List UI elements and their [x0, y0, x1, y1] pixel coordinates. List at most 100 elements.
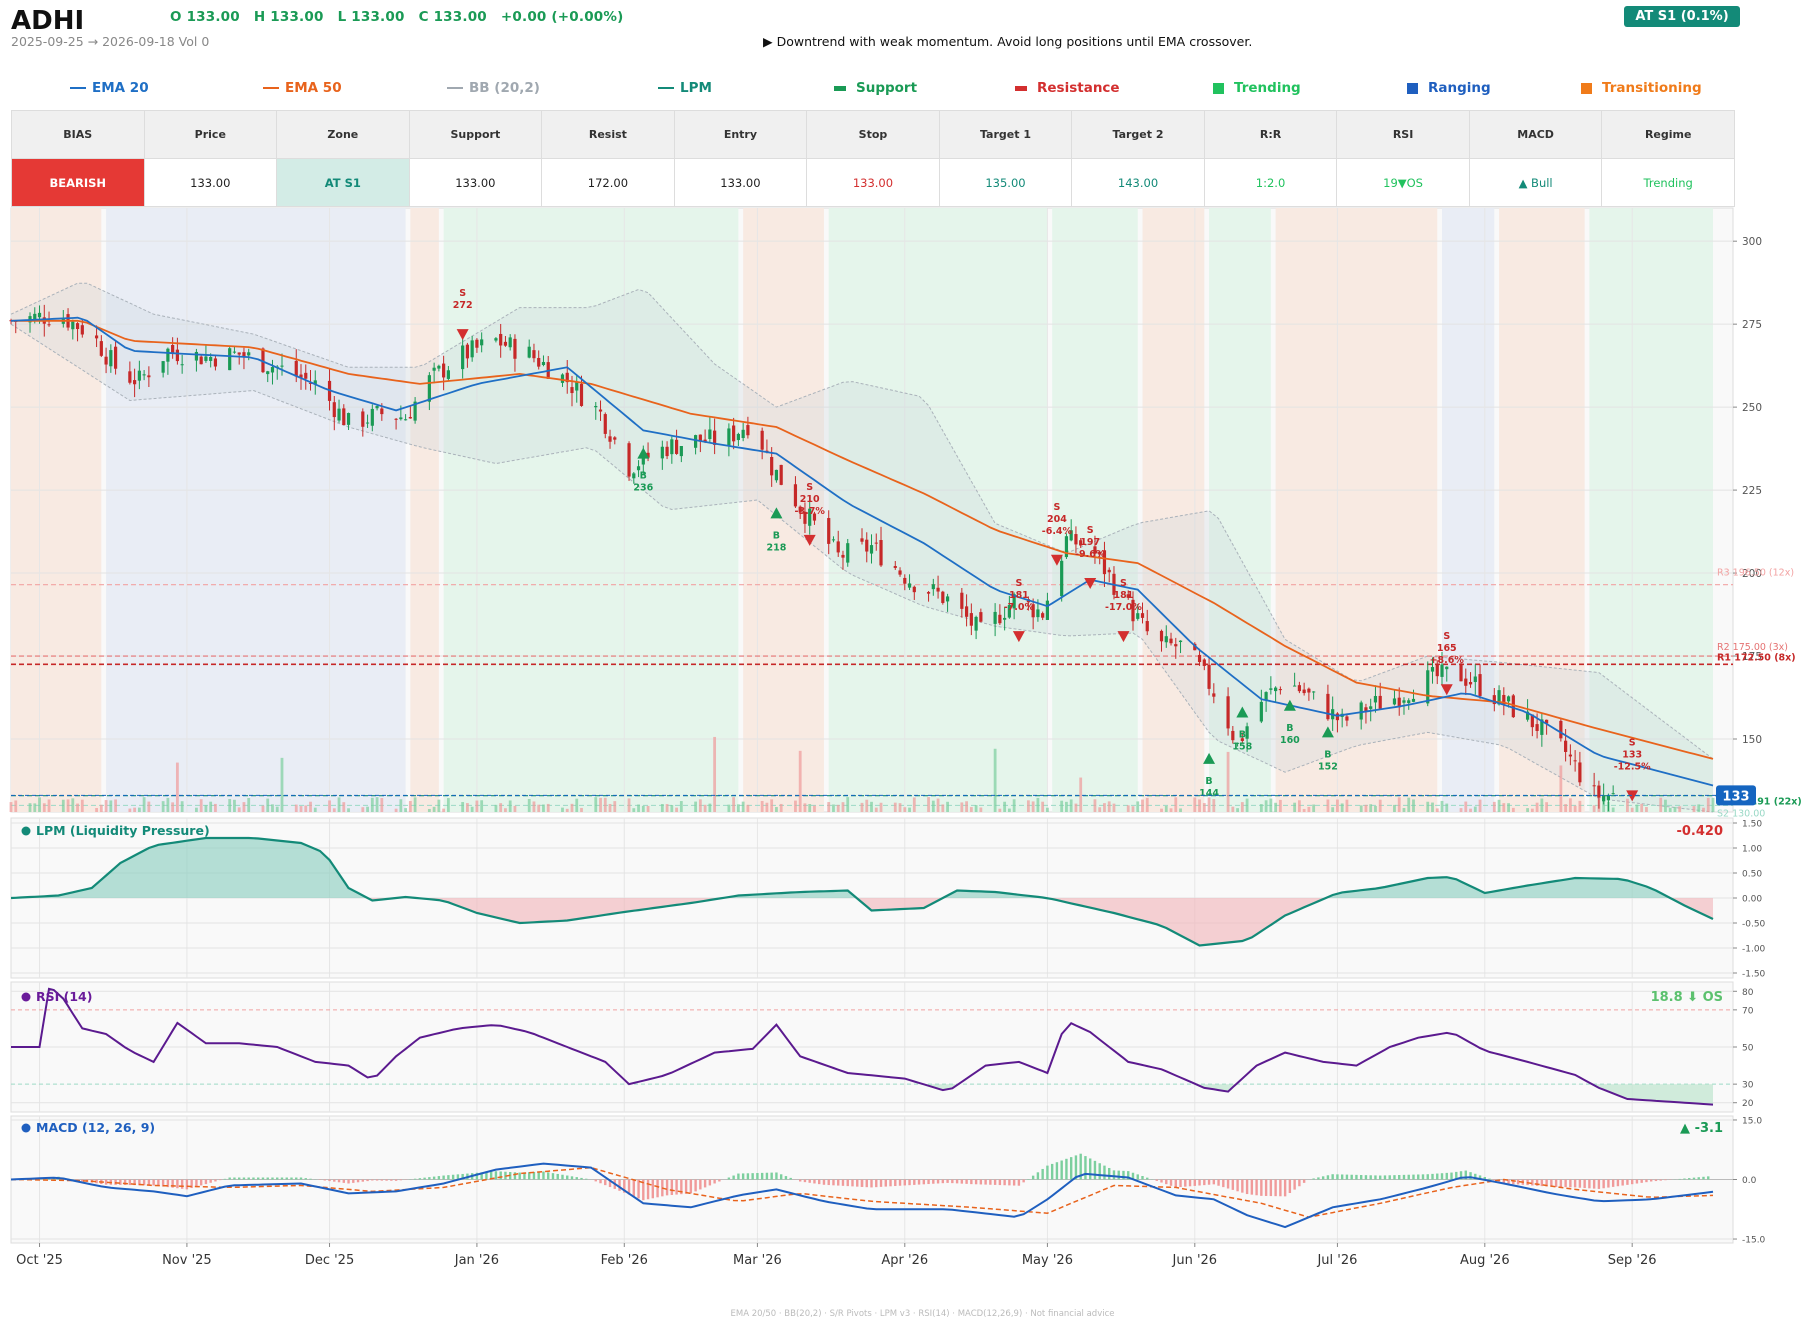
- macd-hist-bar: [423, 1177, 426, 1180]
- volume-bar: [1193, 797, 1197, 812]
- candle-body: [527, 346, 531, 358]
- volume-bar: [798, 750, 802, 812]
- volume-bar: [480, 800, 484, 812]
- macd-hist-bar: [1436, 1173, 1439, 1180]
- macd-hist-bar: [1540, 1179, 1544, 1187]
- candle: [827, 510, 831, 555]
- volume-bar: [1407, 797, 1411, 812]
- volume-bar: [470, 806, 474, 812]
- volume-bar: [646, 805, 650, 812]
- macd-hist-bar: [1217, 1179, 1220, 1186]
- volume-bar: [846, 797, 850, 812]
- macd-hist-bar: [637, 1179, 640, 1199]
- candle-body: [1411, 698, 1416, 702]
- x-tick-label: Jun '26: [1172, 1253, 1218, 1268]
- macd-hist-bar: [832, 1179, 835, 1186]
- volume-bar: [542, 804, 545, 812]
- candle-body: [133, 380, 137, 385]
- volume-bar: [80, 799, 84, 812]
- candle-body: [1045, 600, 1050, 620]
- volume-bar: [1630, 807, 1634, 812]
- candle: [760, 427, 764, 460]
- candle: [613, 436, 617, 445]
- macd-hist-bar: [1122, 1170, 1125, 1180]
- candle-body: [945, 596, 950, 602]
- macd-hist-bar: [451, 1174, 455, 1180]
- candle-body: [375, 406, 379, 409]
- candle: [513, 334, 517, 372]
- candle: [408, 405, 412, 419]
- candle: [708, 417, 712, 443]
- candle-body: [513, 338, 517, 359]
- candle-body: [537, 357, 541, 367]
- macd-hist-bar: [128, 1179, 132, 1186]
- macd-hist-bar: [903, 1179, 906, 1186]
- candle-body: [1525, 711, 1530, 720]
- macd-hist-bar: [879, 1179, 883, 1187]
- macd-hist-bar: [399, 1179, 403, 1181]
- candle: [1264, 691, 1268, 712]
- volume-bar: [660, 804, 664, 812]
- volume-bar: [1264, 800, 1268, 812]
- macd-hist-bar: [489, 1171, 493, 1180]
- sell-label: S: [1629, 737, 1636, 748]
- candle-body: [865, 539, 869, 552]
- candle: [993, 603, 997, 637]
- macd-hist-bar: [594, 1179, 597, 1182]
- macd-hist-bar: [1626, 1179, 1629, 1185]
- macd-hist-bar: [623, 1179, 626, 1193]
- candle: [698, 434, 702, 453]
- candle-body: [869, 545, 874, 554]
- sell-label: 181: [1009, 590, 1029, 601]
- volume-bar: [1131, 806, 1135, 812]
- macd-hist-bar: [1659, 1179, 1662, 1181]
- volume-bar: [1107, 801, 1111, 812]
- candle: [71, 319, 75, 340]
- candle: [1440, 651, 1444, 685]
- volume-bar: [694, 801, 698, 812]
- volume-bar: [537, 804, 541, 812]
- macd-hist-bar: [955, 1179, 959, 1184]
- legend-item-ema-50: EMA 50: [263, 80, 342, 96]
- macd-hist-bar: [760, 1172, 764, 1180]
- macd-hist-bar: [1312, 1178, 1315, 1180]
- macd-hist-bar: [1160, 1179, 1163, 1183]
- macd-hist-bar: [1069, 1157, 1073, 1180]
- candle-body: [1502, 694, 1506, 705]
- volume-bar: [294, 804, 298, 812]
- macd-hist-bar: [204, 1179, 208, 1185]
- candle: [1611, 785, 1615, 795]
- lpm-ytick-label: 0.00: [1742, 895, 1762, 905]
- volume-bar: [736, 804, 740, 812]
- candle: [1345, 713, 1349, 727]
- sell-arrow: [1084, 578, 1097, 590]
- candle: [1373, 685, 1378, 713]
- candle: [365, 414, 370, 428]
- candle-body: [1231, 730, 1235, 741]
- macd-hist-bar: [257, 1177, 260, 1180]
- candle: [104, 347, 108, 374]
- macd-hist-bar: [727, 1177, 731, 1180]
- candle: [503, 336, 508, 347]
- macd-hist-bar: [1108, 1167, 1111, 1180]
- volume-bar: [171, 802, 175, 812]
- sell-label: -17.0%: [1105, 602, 1142, 613]
- macd-hist-bar: [1245, 1179, 1249, 1195]
- buy-arrow: [770, 507, 783, 519]
- legend-item-transitioning: Transitioning: [1581, 80, 1702, 96]
- candle-body: [741, 429, 745, 439]
- price-ytick-label: 275: [1742, 319, 1762, 331]
- candle-body: [1468, 682, 1473, 685]
- macd-hist-bar: [1012, 1179, 1016, 1186]
- candle-body: [1069, 530, 1073, 541]
- volume-bar: [247, 798, 251, 812]
- candle: [180, 354, 184, 374]
- candle-body: [1312, 691, 1316, 693]
- candle-body: [1164, 636, 1168, 643]
- sell-label: -7.0%: [1004, 602, 1035, 613]
- stats-value-row: BEARISH 133.00 AT S1 133.00 172.00 133.00 133.…: [11, 158, 1735, 207]
- candle: [1464, 668, 1468, 696]
- buy-label: 236: [633, 483, 653, 494]
- candle-body: [694, 435, 698, 448]
- volume-bar: [1559, 765, 1563, 812]
